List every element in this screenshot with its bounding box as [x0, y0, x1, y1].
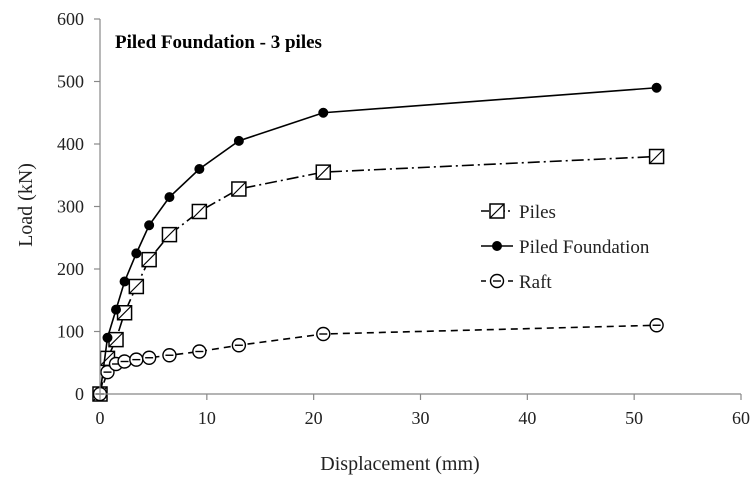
y-tick-label: 300	[57, 197, 84, 217]
data-point	[119, 276, 130, 287]
x-tick-label: 50	[625, 408, 643, 428]
data-point	[648, 148, 665, 165]
y-axis: 0 100 200 300 400 500 600	[57, 9, 101, 404]
data-point	[316, 326, 331, 342]
legend-entry: Piles	[481, 202, 556, 223]
series-piles	[92, 148, 665, 402]
data-point	[231, 181, 247, 197]
plot-area	[92, 82, 665, 402]
data-point	[144, 220, 155, 231]
data-point	[191, 203, 208, 220]
data-point	[131, 248, 142, 259]
data-point	[128, 278, 145, 295]
data-point	[649, 318, 664, 333]
x-tick-label: 20	[305, 408, 323, 428]
legend-entry: Raft	[481, 272, 552, 293]
data-point	[315, 164, 332, 180]
series-raft	[92, 318, 664, 402]
legend-label: Piled Foundation	[519, 237, 650, 258]
series-line	[99, 324, 657, 395]
data-point	[651, 82, 662, 93]
x-axis-title: Displacement (mm)	[320, 453, 479, 475]
data-point	[233, 135, 244, 146]
x-tick-label: 60	[732, 408, 750, 428]
data-point	[117, 354, 132, 369]
y-tick-label: 0	[75, 384, 84, 404]
data-point	[161, 226, 178, 243]
x-tick-label: 0	[96, 408, 105, 428]
data-point	[141, 350, 157, 365]
x-tick-label: 10	[198, 408, 216, 428]
legend-label: Piles	[519, 202, 556, 223]
y-tick-label: 400	[57, 134, 84, 154]
y-axis-title: Load (kN)	[15, 163, 37, 247]
data-point	[164, 192, 175, 203]
legend-entry: Piled Foundation	[481, 237, 650, 258]
x-axis: 0 10 20 30 40 50 60	[96, 393, 750, 428]
data-point	[141, 251, 157, 268]
y-tick-label: 500	[57, 72, 84, 92]
data-point	[108, 331, 124, 348]
y-tick-label: 600	[57, 9, 84, 29]
chart-title: Piled Foundation - 3 piles	[115, 32, 322, 53]
data-point	[102, 332, 113, 343]
legend-marker	[492, 241, 502, 251]
data-point	[192, 344, 207, 359]
data-point	[318, 107, 329, 118]
legend-label: Raft	[519, 272, 552, 293]
data-point	[231, 338, 247, 353]
y-tick-label: 200	[57, 259, 84, 279]
legend-marker	[489, 273, 505, 289]
data-point	[194, 164, 205, 174]
series-line	[99, 155, 657, 395]
x-tick-label: 40	[518, 408, 536, 428]
legend: Piles Piled Foundation Raft	[481, 202, 650, 293]
data-point	[129, 352, 144, 367]
data-point	[162, 348, 177, 363]
y-tick-label: 100	[57, 322, 84, 342]
x-tick-label: 30	[412, 408, 430, 428]
data-point	[111, 304, 122, 315]
legend-marker	[489, 203, 505, 219]
